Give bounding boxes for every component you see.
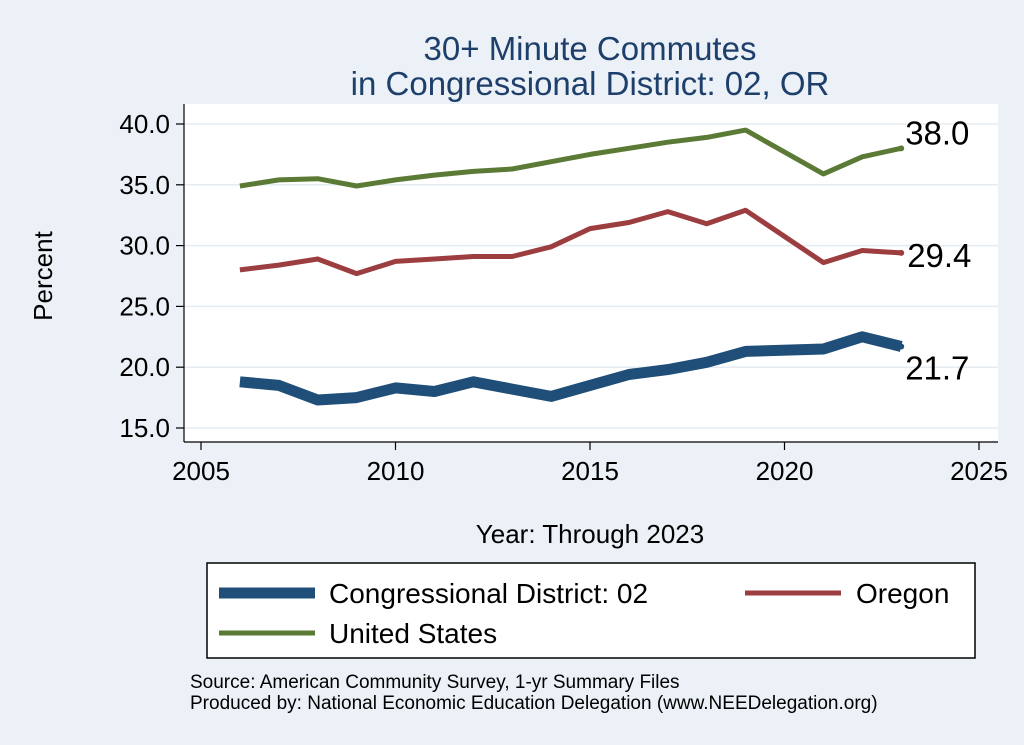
legend-label-us: United States [329, 618, 497, 649]
axes: 15.0 20.0 25.0 30.0 35.0 40.0 2005 2010 2015 2020… [119, 104, 1008, 486]
series-line-0 [239, 331, 903, 406]
series-lines [239, 127, 905, 406]
y-tick-label-15: 15.0 [119, 413, 170, 443]
legend: Congressional District: 02 Oregon United… [206, 562, 976, 659]
gridlines [184, 123, 998, 429]
producer-note: Produced by: National Economic Education… [190, 693, 878, 714]
legend-label-cd02: Congressional District: 02 [329, 578, 648, 609]
chart-title-line-1: 30+ Minute Commutes [424, 30, 757, 67]
series-end-label-1: 29.4 [907, 237, 971, 274]
x-tick-label-2005: 2005 [172, 456, 230, 486]
source-note: Source: American Community Survey, 1-yr … [190, 672, 680, 693]
x-axis-title: Year: Through 2023 [476, 519, 704, 549]
y-tick-label-25: 25.0 [119, 291, 170, 321]
x-tick-label-2025: 2025 [950, 456, 1008, 486]
x-tick-label-2020: 2020 [756, 456, 814, 486]
y-tick-label-30: 30.0 [119, 231, 170, 261]
y-tick-label-35: 35.0 [119, 170, 170, 200]
end-labels: 21.7 29.4 38.0 [905, 114, 971, 386]
legend-label-oregon: Oregon [856, 578, 949, 609]
y-tick-label-20: 20.0 [119, 352, 170, 382]
x-tick-label-2010: 2010 [367, 456, 425, 486]
series-end-point-1 [898, 249, 905, 256]
series-end-label-0: 21.7 [905, 350, 969, 387]
series-end-point-2 [898, 145, 905, 152]
legend-box [206, 562, 976, 659]
series-line-1 [239, 207, 902, 277]
series-end-label-2: 38.0 [905, 114, 969, 151]
series-end-point-0 [898, 343, 905, 350]
series-line-2 [239, 127, 902, 189]
chart-title-line-2: in Congressional District: 02, OR [351, 65, 830, 102]
y-axis-title: Percent [28, 230, 58, 320]
y-tick-label-40: 40.0 [119, 109, 170, 139]
x-tick-label-2015: 2015 [561, 456, 619, 486]
